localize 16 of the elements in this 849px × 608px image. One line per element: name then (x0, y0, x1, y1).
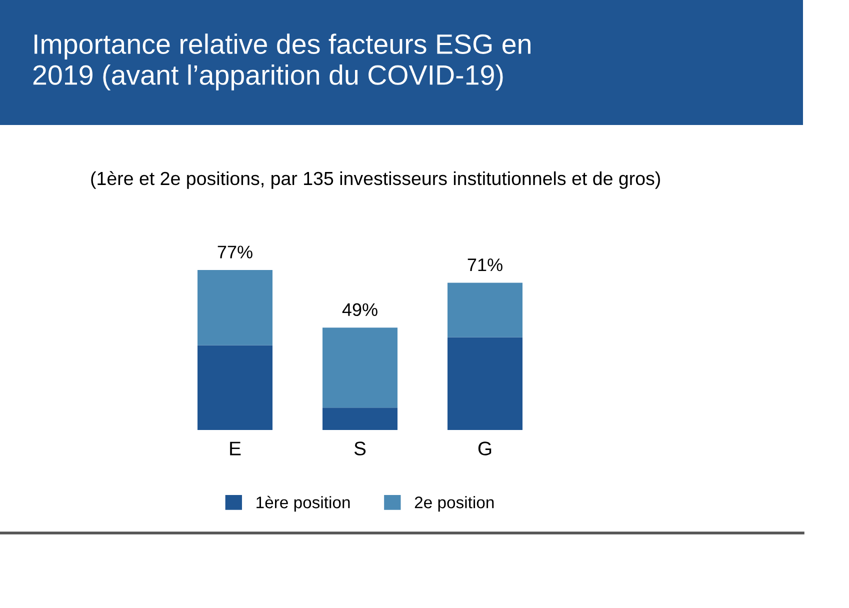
chart-title: Importance relative des facteurs ESG en 2019 (avant l’apparition du COVID-19) (33, 34, 530, 90)
annotation: 77% (218, 246, 252, 258)
bar (322, 328, 398, 408)
x-tick-label: G (478, 442, 492, 456)
x-tick-label: S (354, 442, 366, 456)
bar (198, 345, 272, 430)
chart-subtitle: (1ère et 2e positions, par 135 investisseurs institutionnels et de gros) (91, 171, 660, 189)
bar (448, 282, 522, 338)
bar (448, 337, 522, 430)
legend-label: 1ère position (256, 496, 350, 512)
annotation: 71% (468, 258, 502, 272)
legend-label: 2e position (414, 496, 494, 512)
bar (322, 408, 398, 430)
x-tick-label: E (230, 442, 241, 456)
annotation: 49% (342, 303, 378, 316)
bar (198, 270, 272, 346)
